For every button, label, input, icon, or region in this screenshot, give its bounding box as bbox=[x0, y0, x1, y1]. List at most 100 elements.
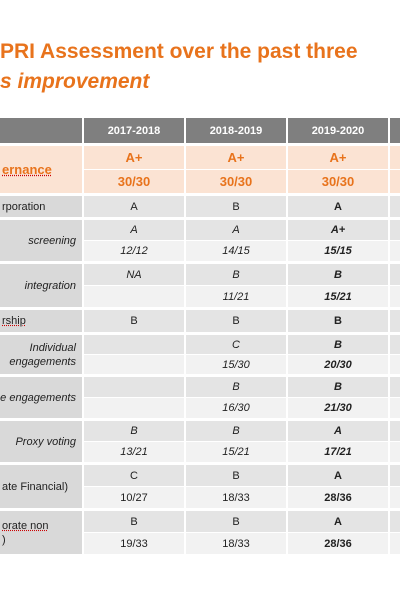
label-line: rporation bbox=[2, 200, 46, 213]
title-line-2: s improvement bbox=[0, 70, 150, 93]
cell: 17/21 bbox=[288, 442, 388, 462]
cell bbox=[390, 241, 400, 261]
cell bbox=[390, 487, 400, 508]
cell bbox=[84, 398, 184, 418]
cell: A bbox=[288, 196, 388, 217]
cell: B bbox=[288, 310, 388, 332]
row-label: rship bbox=[0, 310, 82, 332]
cell: C bbox=[186, 335, 286, 354]
cell: 15/21 bbox=[186, 442, 286, 462]
label-line: ) bbox=[2, 533, 6, 546]
cell: A+ bbox=[288, 146, 388, 169]
cell bbox=[390, 220, 400, 240]
header-cell: 2017-2018 bbox=[84, 118, 184, 143]
row-label: orate non) bbox=[0, 511, 82, 554]
cell: B bbox=[288, 335, 388, 354]
cell: 19/33 bbox=[84, 533, 184, 554]
cell: 18/33 bbox=[186, 487, 286, 508]
cell bbox=[84, 355, 184, 374]
label-line: ate Financial) bbox=[2, 480, 69, 493]
label-line: Individual bbox=[29, 341, 76, 354]
header-cell: 2018-2019 bbox=[186, 118, 286, 143]
cell: C bbox=[84, 465, 184, 486]
cell: 14/15 bbox=[186, 241, 286, 261]
cell: B bbox=[84, 511, 184, 532]
row-label: rporation bbox=[0, 196, 82, 217]
cell: B bbox=[186, 264, 286, 285]
row-label: Proxy voting bbox=[0, 421, 82, 462]
label-line: orate non bbox=[2, 519, 49, 532]
cell bbox=[390, 442, 400, 462]
cell bbox=[84, 286, 184, 307]
cell bbox=[390, 196, 400, 217]
title-line-1: PRI Assessment over the past three bbox=[0, 40, 358, 63]
cell bbox=[390, 377, 400, 397]
cell: 18/33 bbox=[186, 533, 286, 554]
cell: 28/36 bbox=[288, 487, 388, 508]
cell: B bbox=[186, 465, 286, 486]
cell: B bbox=[186, 196, 286, 217]
cell: A bbox=[84, 220, 184, 240]
cell: 20/30 bbox=[288, 355, 388, 374]
header-cell bbox=[0, 118, 82, 143]
cell bbox=[390, 398, 400, 418]
cell: B bbox=[84, 421, 184, 441]
row-label: integration bbox=[0, 264, 82, 307]
cell: B bbox=[84, 310, 184, 332]
cell: A+ bbox=[186, 146, 286, 169]
cell: A+ bbox=[84, 146, 184, 169]
cell: A bbox=[186, 220, 286, 240]
cell: 30/30 bbox=[288, 170, 388, 193]
cell bbox=[84, 377, 184, 397]
cell bbox=[390, 335, 400, 354]
cell bbox=[390, 355, 400, 374]
cell: 15/15 bbox=[288, 241, 388, 261]
cell: B bbox=[186, 511, 286, 532]
cell bbox=[390, 511, 400, 532]
cell bbox=[84, 335, 184, 354]
cell bbox=[390, 146, 400, 169]
row-label: e engagements bbox=[0, 377, 82, 418]
cell: 15/21 bbox=[288, 286, 388, 307]
cell: NA bbox=[84, 264, 184, 285]
cell: A bbox=[288, 511, 388, 532]
cell: B bbox=[288, 264, 388, 285]
row-label: screening bbox=[0, 220, 82, 261]
cell bbox=[390, 533, 400, 554]
cell: B bbox=[288, 377, 388, 397]
label-line: Proxy voting bbox=[15, 435, 76, 448]
cell: B bbox=[186, 421, 286, 441]
cell: 11/21 bbox=[186, 286, 286, 307]
label-line: rship bbox=[2, 315, 26, 327]
cell bbox=[390, 264, 400, 285]
cell bbox=[390, 170, 400, 193]
cell: B bbox=[186, 310, 286, 332]
cell bbox=[390, 286, 400, 307]
cell: 21/30 bbox=[288, 398, 388, 418]
cell: 12/12 bbox=[84, 241, 184, 261]
cell: 30/30 bbox=[84, 170, 184, 193]
label-line: engagements bbox=[9, 355, 76, 368]
cell: 30/30 bbox=[186, 170, 286, 193]
row-label: Individual engagements bbox=[0, 335, 82, 374]
header-cell bbox=[390, 118, 400, 143]
label-line: e engagements bbox=[0, 391, 76, 404]
cell: 16/30 bbox=[186, 398, 286, 418]
cell: A bbox=[288, 421, 388, 441]
cell: B bbox=[186, 377, 286, 397]
cell bbox=[390, 421, 400, 441]
cell: 10/27 bbox=[84, 487, 184, 508]
row-label: ernance bbox=[0, 146, 82, 193]
cell: A+ bbox=[288, 220, 388, 240]
label-line: screening bbox=[28, 234, 76, 247]
header-cell: 2019-2020 bbox=[288, 118, 388, 143]
cell: 28/36 bbox=[288, 533, 388, 554]
cell: 13/21 bbox=[84, 442, 184, 462]
cell bbox=[390, 465, 400, 486]
cell: A bbox=[288, 465, 388, 486]
label-line: ernance bbox=[2, 161, 52, 177]
cell: 15/30 bbox=[186, 355, 286, 374]
label-line: integration bbox=[24, 279, 76, 292]
cell: A bbox=[84, 196, 184, 217]
